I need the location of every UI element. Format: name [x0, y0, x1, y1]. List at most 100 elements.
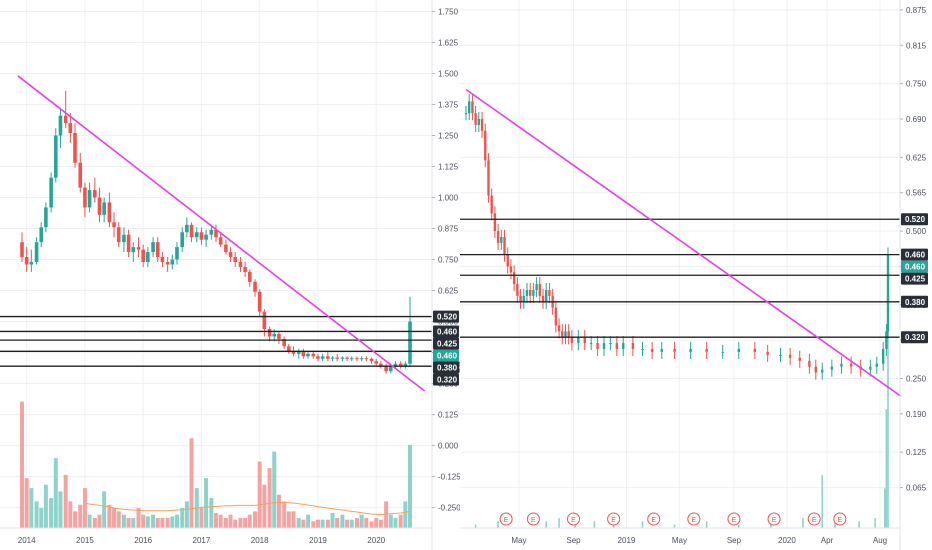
left-candle-body	[388, 366, 393, 372]
right-volume-bar	[883, 488, 886, 528]
left-candle-body	[384, 366, 388, 372]
left-candle-body	[78, 162, 83, 188]
left-level-label: 0.460	[437, 327, 458, 336]
right-y-tick-label: 0.815	[906, 41, 927, 50]
right-candle-body	[808, 360, 811, 367]
right-earnings-marker	[607, 512, 621, 526]
right-x-tick-label: 2020	[778, 536, 796, 545]
right-volume-bar	[497, 521, 499, 528]
left-price-axis[interactable]: 1.750 1.625 1.500 1.375 1.250 1.125 1.000 0.875…	[432, 7, 461, 513]
left-volume-bar	[306, 514, 311, 528]
right-level-label: 0.380	[905, 298, 926, 307]
right-time-axis[interactable]: May Sep 2019 May Sep 2020 Apr Aug	[511, 536, 887, 545]
right-candle-body	[885, 331, 888, 349]
left-volume-bar	[214, 513, 218, 528]
right-price-label-bg	[901, 260, 928, 273]
left-volume-bar	[378, 519, 383, 528]
right-earnings-marker	[526, 512, 540, 526]
left-y-tick-label: 0.750	[438, 256, 459, 265]
left-volume-bar	[257, 461, 262, 528]
left-candle-body	[282, 338, 286, 347]
left-price-label-bg	[433, 349, 459, 362]
right-candle-body	[886, 254, 890, 332]
right-candle-body	[548, 290, 551, 296]
left-volume-bar	[184, 501, 189, 528]
left-volume-bar	[253, 511, 258, 528]
left-volume-bar	[359, 514, 364, 528]
left-volume-bar	[267, 468, 272, 528]
right-volume-bar	[474, 524, 477, 528]
right-volume-bar	[802, 518, 804, 528]
right-candle-body	[484, 130, 487, 161]
right-x-tick-label: May	[672, 536, 687, 545]
left-candle-body	[214, 229, 218, 238]
left-candle-body	[291, 351, 296, 354]
left-volume-bar	[247, 514, 252, 528]
left-x-tick-label: 2016	[134, 536, 152, 545]
left-candle-body	[93, 190, 97, 198]
left-candle-body	[209, 229, 214, 235]
right-trendline[interactable]	[465, 88, 902, 397]
left-volume-bar	[165, 518, 170, 528]
right-level-labels: 0.520 0.460 0.460 0.425 0.380 0.320	[901, 213, 928, 344]
left-level-label-bg	[433, 373, 459, 386]
left-y-tick-label: 1.250	[438, 131, 459, 140]
left-candle-body	[296, 351, 301, 354]
left-candle-body	[63, 115, 68, 124]
right-y-tick-label: 0.690	[906, 115, 927, 124]
left-x-tick-label: 2018	[251, 536, 269, 545]
left-candle-body	[68, 123, 73, 133]
left-volume-bar	[296, 518, 301, 528]
left-candle-body	[369, 358, 374, 362]
left-volume-bar	[330, 513, 335, 528]
right-volume-bar	[834, 521, 836, 528]
left-trendline[interactable]	[17, 75, 426, 392]
left-candle-body	[73, 133, 77, 163]
right-candle-body	[557, 325, 561, 332]
right-x-tick-label: Apr	[821, 536, 834, 545]
left-time-axis[interactable]: 2014 2015 2016 2017 2018 2019 2020	[18, 536, 386, 545]
right-volume-bar	[858, 521, 860, 528]
right-candle-body	[577, 337, 580, 344]
right-candle-body	[464, 113, 468, 115]
left-candle-body	[199, 232, 204, 240]
right-candle-body	[615, 343, 619, 349]
right-x-tick-label: May	[511, 536, 526, 545]
left-y-tick-label: 1.625	[438, 38, 459, 47]
left-price-label: 0.460	[437, 351, 458, 360]
left-candle-body	[116, 227, 121, 243]
left-volume-bar	[49, 498, 54, 528]
right-level-label-bg	[901, 272, 928, 285]
right-x-tick-label: Sep	[566, 536, 581, 545]
left-candle-body	[311, 353, 316, 357]
right-candle-body	[503, 236, 506, 255]
right-candle-body	[840, 363, 843, 367]
right-candle-body	[788, 354, 792, 358]
right-candle-body	[564, 331, 567, 338]
right-candle-body	[477, 118, 481, 125]
right-candle-body	[512, 272, 516, 285]
left-volume-bar	[136, 508, 141, 528]
right-candle-body	[849, 363, 853, 367]
left-volume-bar	[335, 518, 340, 528]
left-candle-body	[146, 252, 150, 262]
right-earnings-label: E	[651, 517, 656, 524]
right-candle-body	[561, 331, 564, 338]
left-volume-bar	[272, 451, 277, 528]
right-candle-body	[545, 290, 548, 302]
left-volume-bar	[53, 458, 58, 528]
left-candle-body	[141, 249, 145, 262]
left-volume-bar	[58, 491, 63, 528]
left-candle-body	[379, 363, 383, 367]
left-volume-bar	[82, 488, 87, 528]
left-candle-body	[102, 202, 106, 215]
right-candle-body	[589, 343, 593, 345]
right-candle-body	[541, 295, 545, 302]
left-x-tick-label: 2015	[76, 536, 94, 545]
left-volume-bar	[29, 488, 34, 528]
right-volume-bar	[770, 521, 772, 528]
left-volume-bar	[276, 494, 281, 528]
left-candle-body	[155, 242, 160, 258]
left-candle-body	[316, 356, 320, 359]
left-trendline-line	[17, 75, 426, 392]
